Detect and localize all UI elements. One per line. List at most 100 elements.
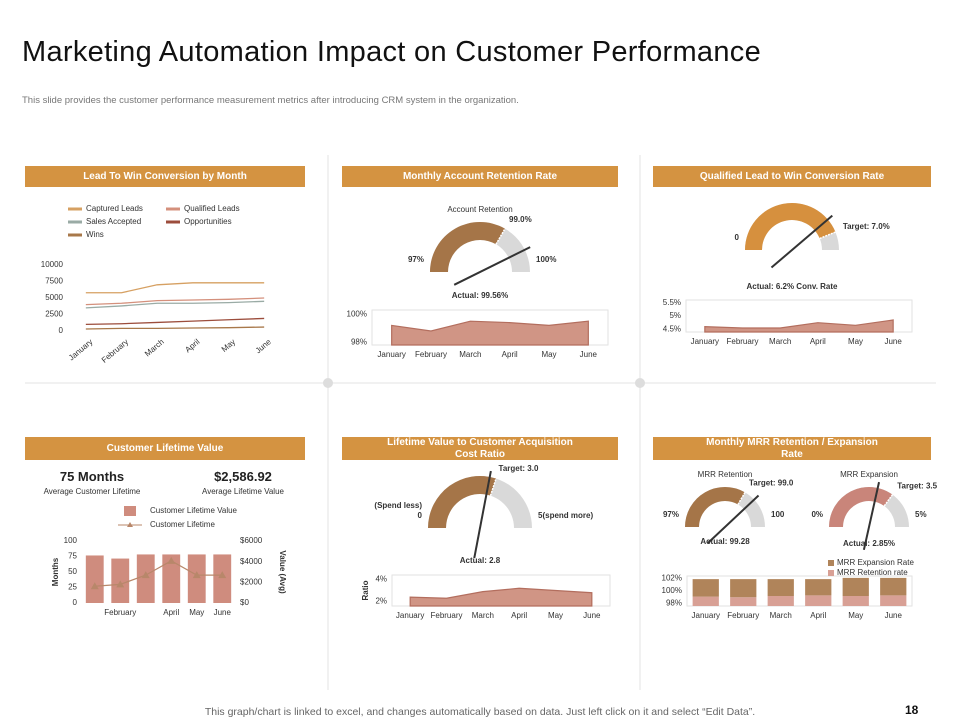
x-tick-label: March (770, 611, 792, 620)
x-tick-label: February (104, 608, 136, 617)
gauge-tick-label: 5% (915, 510, 927, 519)
bar-segment (842, 577, 869, 596)
area (391, 320, 589, 346)
gauge-actual: Actual: 2.8 (460, 556, 501, 565)
bar-segment (730, 597, 757, 606)
line-series (85, 300, 265, 309)
line-series (85, 317, 265, 326)
x-tick-label: April (183, 337, 201, 354)
y-tick-label: 75 (68, 552, 77, 561)
gauge-target-label: Target: 99.0 (749, 479, 794, 488)
x-tick-label: June (885, 611, 903, 620)
gauge-actual: Actual: 6.2% Conv. Rate (747, 282, 839, 291)
y-axis-label: Ratio (361, 580, 370, 600)
x-tick-label: May (541, 350, 556, 359)
x-tick-label: March (769, 337, 791, 346)
x-tick-label: January (377, 350, 405, 359)
x-tick-label: February (415, 350, 447, 359)
x-tick-label: May (848, 337, 863, 346)
legend-label: Customer Lifetime Value (150, 506, 238, 515)
y-tick-label: 98% (351, 337, 367, 346)
line-series (85, 297, 265, 306)
legend-label: Opportunities (184, 217, 232, 226)
legend-label: Sales Accepted (86, 217, 141, 226)
legend-symbol (127, 522, 133, 527)
gauge-needle (707, 494, 760, 544)
y-tick-label: 100 (64, 536, 78, 545)
panel-header: Customer Lifetime Value (25, 437, 305, 460)
gauge-target (489, 474, 499, 496)
gauge-fill (685, 487, 745, 527)
y-tick-label: 98% (666, 599, 682, 608)
bar-segment (692, 596, 719, 606)
gauge-fill (428, 476, 497, 528)
x-tick-label: January (396, 611, 424, 620)
marker (192, 571, 201, 579)
gauge-actual: Actual: 99.56% (452, 291, 508, 300)
y-tick-label: 2% (375, 597, 387, 606)
y2-tick-label: $4000 (240, 557, 263, 566)
x-tick-label: May (220, 337, 237, 354)
x-tick-label: March (472, 611, 494, 620)
gauge-title: Account Retention (447, 205, 512, 214)
x-tick-label: May (848, 611, 863, 620)
x-tick-label: February (100, 337, 130, 364)
gauge-needle (473, 470, 492, 559)
x-tick-label: June (214, 608, 232, 617)
gauge-tick-label: 0 (418, 511, 423, 520)
legend-symbol (828, 560, 834, 566)
panel-header: Monthly MRR Retention / Expansion Rate (653, 437, 931, 460)
marker (90, 582, 99, 590)
page-number: 18 (905, 703, 919, 717)
gauge-tick-label: 5(spend more) (538, 511, 593, 520)
gauge-needle (453, 246, 531, 286)
stat-value: 75 Months (59, 469, 125, 484)
gauge-target (819, 229, 840, 240)
gauge-note: (Spend less) (374, 501, 422, 510)
bar (213, 554, 232, 603)
gauge-tick-label: 100% (536, 255, 556, 264)
bar (85, 555, 104, 603)
bar-segment (730, 579, 757, 598)
x-tick-label: May (189, 608, 204, 617)
legend-symbol (828, 570, 834, 576)
y-tick-label: 5% (669, 311, 681, 320)
panel-header: Monthly Account Retention Rate (342, 166, 618, 187)
legend-label: Wins (86, 230, 104, 239)
panel-header: Qualified Lead to Win Conversion Rate (653, 166, 931, 187)
stat-label: Average Lifetime Value (202, 487, 284, 496)
x-tick-label: April (810, 337, 826, 346)
divider-dot (635, 378, 645, 388)
x-tick-label: February (430, 611, 462, 620)
gauge-fill (430, 222, 505, 272)
plot-frame (686, 575, 913, 607)
x-tick-label: March (143, 337, 166, 358)
stat-label: Average Customer Lifetime (43, 487, 141, 496)
y-tick-label: 7500 (45, 277, 63, 286)
x-tick-label: June (583, 611, 601, 620)
y-tick-label: 0 (73, 598, 78, 607)
x-tick-label: January (691, 337, 719, 346)
bar (162, 554, 181, 603)
gauge-target-label: Target: 7.0% (843, 222, 890, 231)
bar-segment (805, 595, 832, 606)
gauge-fill (829, 487, 893, 527)
legend-label: Qualified Leads (184, 204, 240, 213)
marker (116, 580, 125, 588)
x-tick-label: February (726, 337, 758, 346)
gauge-fill (745, 203, 836, 250)
gauge-needle (862, 481, 881, 551)
line-series (85, 326, 265, 330)
gauge-target-label: Target: 3.0 (499, 464, 539, 473)
marker (218, 571, 227, 579)
x-tick-label: April (502, 350, 518, 359)
legend-label: MRR Retention rate (837, 568, 908, 577)
y2-axis-label: Value (Avg) (278, 550, 287, 594)
y2-tick-label: $2000 (240, 577, 263, 586)
x-tick-label: April (810, 611, 826, 620)
x-tick-label: June (580, 350, 598, 359)
gauge-title: MRR Retention (698, 470, 753, 479)
y-tick-label: 2500 (45, 310, 63, 319)
